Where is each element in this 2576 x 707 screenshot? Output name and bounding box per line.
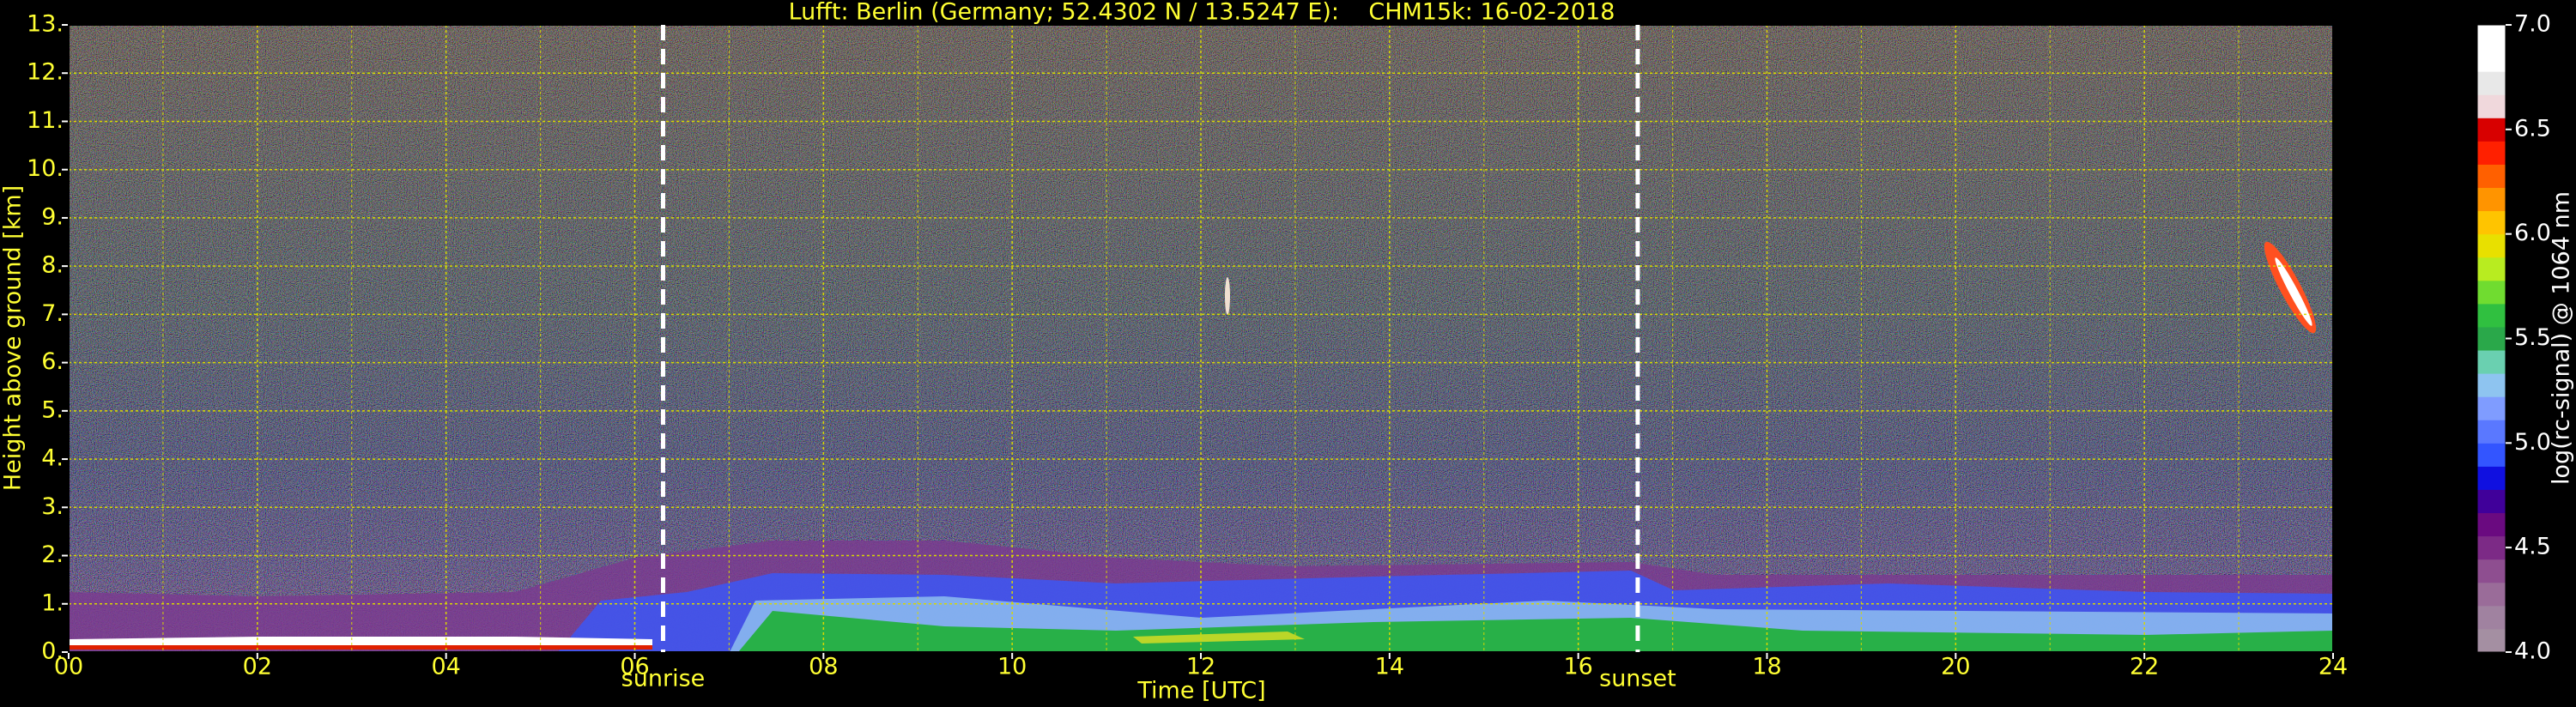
colorbar-tick-label: 6.0 — [2514, 220, 2551, 246]
colorbar-segment — [2477, 420, 2506, 444]
colorbar-segment — [2477, 25, 2506, 49]
x-tick-label: 24 — [2318, 654, 2348, 680]
colorbar-segment — [2477, 210, 2506, 235]
x-tick-label: 04 — [431, 654, 460, 680]
colorbar-segment — [2477, 141, 2506, 165]
x-axis-label: Time [UTC] — [1136, 678, 1265, 704]
colorbar-segment — [2477, 257, 2506, 281]
colorbar-segment — [2477, 443, 2506, 467]
y-tick-label: 9. — [41, 203, 64, 230]
y-tick-label: 8. — [41, 252, 64, 279]
colorbar-segment — [2477, 489, 2506, 514]
colorbar-segment — [2477, 628, 2506, 653]
colorbar-segment — [2477, 303, 2506, 328]
colorbar-segment — [2477, 396, 2506, 420]
colorbar-segment — [2477, 326, 2506, 351]
y-tick-label: 11. — [27, 107, 64, 134]
plot-frame — [68, 24, 2334, 653]
annotation-label: sunrise — [621, 666, 706, 692]
x-tick-label: 08 — [809, 654, 838, 680]
colorbar-tick-label: 4.5 — [2514, 534, 2551, 560]
y-tick-label: 12. — [27, 59, 64, 86]
colorbar-segment — [2477, 559, 2506, 583]
colorbar-segment — [2477, 71, 2506, 95]
x-tick-label: 20 — [1941, 654, 1970, 680]
y-tick-label: 6. — [41, 348, 64, 375]
colorbar-segment — [2477, 280, 2506, 305]
colorbar-tick-label: 6.5 — [2514, 115, 2551, 142]
x-tick-label: 22 — [2130, 654, 2159, 680]
x-tick-label: 16 — [1563, 654, 1592, 680]
annotation-label: sunset — [1599, 666, 1676, 692]
colorbar-segment — [2477, 118, 2506, 142]
x-tick-label: 10 — [997, 654, 1027, 680]
x-tick-label: 12 — [1186, 654, 1215, 680]
x-tick-label: 02 — [243, 654, 272, 680]
colorbar-segment — [2477, 605, 2506, 630]
y-tick-label: 4. — [41, 445, 64, 472]
y-tick-label: 5. — [41, 396, 64, 423]
colorbar-segment — [2477, 350, 2506, 374]
colorbar-segment — [2477, 466, 2506, 490]
colorbar-segment — [2477, 233, 2506, 258]
x-tick-label: 00 — [54, 654, 83, 680]
colorbar-segment — [2477, 48, 2506, 72]
colorbar-label: log(rc-signal) @ 1064 nm — [2549, 191, 2575, 485]
colorbar-segment — [2477, 373, 2506, 397]
colorbar-segment — [2477, 582, 2506, 607]
y-tick-label: 13. — [27, 11, 64, 38]
colorbar-segment — [2477, 512, 2506, 537]
colorbar-segment — [2477, 535, 2506, 560]
colorbar-tick-label: 7.0 — [2514, 11, 2551, 38]
colorbar-segment — [2477, 164, 2506, 189]
y-tick-label: 1. — [41, 589, 64, 616]
x-tick-label: 14 — [1375, 654, 1404, 680]
y-tick-label: 3. — [41, 493, 64, 520]
y-tick-label: 0. — [41, 638, 64, 665]
colorbar-tick-label: 4.0 — [2514, 638, 2551, 665]
colorbar-tick-label: 5.0 — [2514, 429, 2551, 456]
y-tick-label: 10. — [27, 155, 64, 182]
x-tick-label: 18 — [1752, 654, 1781, 680]
y-tick-label: 2. — [41, 541, 64, 568]
y-tick-label: 7. — [41, 300, 64, 327]
colorbar-tick-label: 5.5 — [2514, 324, 2551, 351]
x-tick-label: 06 — [620, 654, 649, 680]
chart-title: Lufft: Berlin (Germany; 52.4302 N / 13.5… — [789, 0, 1615, 26]
y-axis-label: Height above ground [km] — [0, 185, 27, 491]
colorbar-segment — [2477, 94, 2506, 118]
colorbar-segment — [2477, 187, 2506, 212]
